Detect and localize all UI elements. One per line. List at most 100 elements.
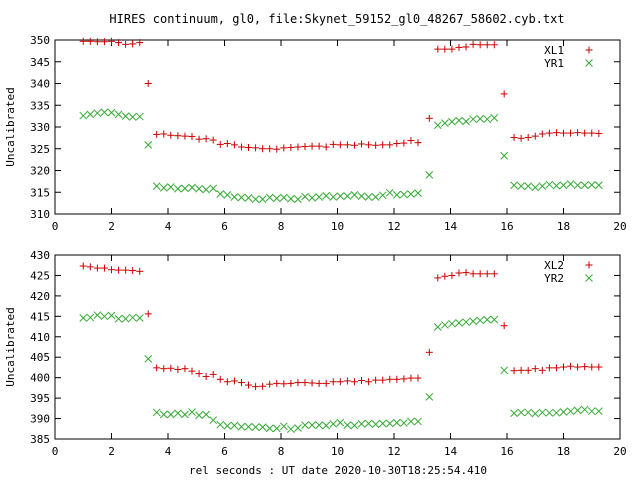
yr2-point	[385, 419, 394, 428]
xl2-point	[490, 270, 498, 278]
yr1-point	[315, 193, 323, 201]
yr1-point	[448, 117, 456, 126]
xl2-point	[129, 267, 137, 275]
bottom-x-tick-label: 2	[108, 445, 115, 458]
xl2-point	[280, 380, 288, 388]
xl2-point	[343, 377, 351, 385]
yr2-point	[425, 393, 434, 401]
yr1-point	[594, 181, 603, 190]
bottom-series-xl2	[79, 262, 603, 391]
yr1-point	[308, 194, 316, 202]
xl2-point	[510, 367, 518, 375]
yr2-point	[107, 311, 116, 320]
yr1-point	[517, 182, 525, 191]
xl1-point	[560, 129, 567, 137]
xl2-point	[223, 378, 231, 386]
xl1-point	[462, 43, 470, 51]
xl1-point	[245, 143, 253, 151]
xl2-point	[329, 378, 337, 386]
xl1-point	[202, 135, 210, 143]
yr1-point	[174, 184, 182, 193]
yr2-point	[216, 420, 225, 429]
xl2-point	[425, 348, 433, 356]
yr2-point	[152, 408, 161, 417]
xl2-point	[462, 269, 470, 277]
top-x-tick-label: 12	[387, 220, 400, 233]
xl2-point	[386, 375, 394, 383]
xl2-point	[93, 264, 101, 272]
xl2-point	[476, 270, 484, 278]
xl1-point	[308, 142, 316, 150]
xl1-point	[400, 139, 408, 147]
xl2-point	[393, 375, 401, 383]
xl2-point	[144, 310, 152, 318]
xl2-point	[266, 380, 274, 388]
xl2-point	[188, 367, 196, 375]
xl1-point	[483, 41, 491, 49]
xl1-point	[414, 139, 422, 147]
yr2-point	[476, 316, 485, 325]
yr1-point	[128, 113, 137, 121]
xl1-point	[434, 45, 442, 53]
top-plot-panel: 310 315 320 325 330 335 340 345 350 0 2 4 6 8 10 12 14 16…	[4, 34, 627, 233]
yr1-point	[371, 193, 380, 201]
xl1-point	[216, 140, 224, 148]
xl2-point	[174, 365, 182, 373]
yr1-point	[258, 195, 267, 204]
yr1-point	[195, 184, 203, 193]
bottom-y-tick-label: 430	[30, 249, 50, 262]
yr2-point	[448, 319, 456, 328]
bottom-y-tick-label: 415	[30, 310, 50, 323]
xl1-point	[100, 38, 108, 46]
yr2-point	[500, 366, 509, 375]
bottom-y-tick-label: 390	[30, 413, 50, 426]
top-legend-marker-xl1	[585, 46, 593, 54]
xl2-point	[560, 363, 567, 371]
top-x-tick-label: 2	[108, 220, 115, 233]
xl1-point	[567, 129, 575, 137]
xl2-point	[273, 379, 281, 387]
yr2-point	[114, 314, 123, 323]
xl1-point	[350, 141, 358, 149]
yr1-point	[216, 190, 225, 198]
yr2-point	[336, 418, 345, 427]
xl2-point	[315, 379, 323, 387]
bottom-x-tick-label: 14	[444, 445, 458, 458]
bottom-y-tick-label: 420	[30, 290, 50, 303]
yr2-point	[587, 407, 596, 416]
top-y-tick-label: 340	[30, 78, 50, 91]
yr1-point	[414, 189, 422, 197]
xl2-point	[79, 262, 87, 270]
bottom-y-tick-label: 395	[30, 392, 50, 405]
top-x-tick-label: 6	[221, 220, 228, 233]
yr1-point	[510, 181, 518, 190]
bottom-legend-marker-yr2	[585, 274, 593, 282]
yr1-point	[166, 183, 175, 191]
bottom-x-tick-label: 12	[387, 445, 400, 458]
bottom-y-tick-label: 410	[30, 331, 50, 344]
yr2-point	[322, 421, 331, 430]
xl1-point	[287, 143, 295, 151]
xl1-point	[343, 141, 351, 149]
xl1-point	[115, 39, 123, 47]
xl1-point	[425, 114, 433, 122]
xl1-point	[336, 141, 344, 149]
xl1-point	[301, 143, 309, 151]
yr1-point	[392, 191, 401, 199]
top-y-tick-label: 345	[30, 56, 50, 69]
xl1-point	[252, 144, 260, 152]
xl1-point	[524, 133, 532, 141]
xl2-point	[524, 366, 532, 374]
yr1-point	[552, 181, 561, 190]
yr2-point	[343, 421, 352, 429]
xl1-point	[365, 141, 373, 149]
xl2-point	[567, 362, 575, 370]
yr1-point	[279, 193, 288, 202]
yr1-point	[93, 109, 102, 117]
xl1-point	[108, 37, 115, 45]
xl2-point	[538, 366, 546, 374]
yr1-point	[188, 183, 196, 192]
yr2-point	[524, 408, 533, 417]
top-y-tick-label: 325	[30, 143, 50, 156]
xl1-point	[259, 145, 267, 153]
